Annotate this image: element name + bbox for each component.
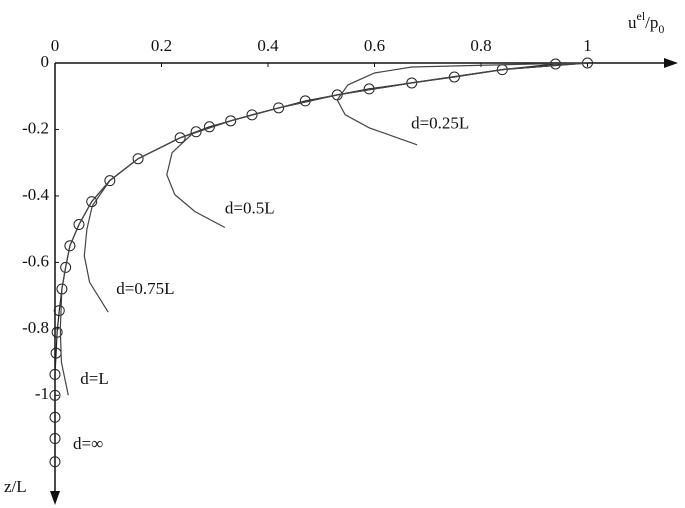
data-point [60,261,72,273]
x-tick-label: 0.2 [151,36,172,55]
data-point [104,175,116,187]
data-point [49,389,61,401]
series-label: d=∞ [73,434,103,453]
series-label: d=0.5L [225,198,275,217]
y-axis-label: z/L [4,477,27,496]
series-line [59,62,588,396]
data-point [49,368,61,380]
data-point [406,77,418,89]
series-line [54,62,588,462]
data-point [132,153,144,165]
data-point [190,126,202,138]
data-point [51,326,63,338]
x-tick-label: 0.8 [470,36,491,55]
series-line [336,62,588,146]
y-tick-label: -0.8 [22,318,49,337]
x-label-mid: /p [645,13,658,32]
x-tick-label: 0.6 [364,36,385,55]
x-arrow [664,58,678,68]
series-label: d=0.25L [411,114,469,133]
data-point [64,240,76,252]
data-point [225,115,237,127]
data-point [49,456,61,468]
data-point [246,109,258,121]
data-point [49,433,61,445]
x-axis-label: uel/p0 [628,9,664,36]
series-label: d=L [80,369,108,388]
y-tick-label: -0.2 [22,118,49,137]
x-tick-label: 0 [51,36,60,55]
data-point [174,132,186,144]
series-line [83,62,588,313]
x-tick-label: 0.4 [257,36,279,55]
data-point [73,219,85,231]
x-label-sup: el [637,9,646,23]
data-point [273,102,285,114]
y-tick-label: -1 [35,384,49,403]
x-label-base: u [628,13,637,32]
y-tick-label: -0.6 [22,251,49,270]
y-arrow [50,491,60,505]
data-point [53,305,65,317]
x-label-sub: 0 [658,22,664,36]
data-point [49,411,61,423]
x-tick-label: 1 [583,36,592,55]
y-tick-label: -0.4 [22,185,49,204]
series-label: d=0.75L [116,279,174,298]
series-line [166,62,588,229]
y-tick-label: 0 [41,52,50,71]
